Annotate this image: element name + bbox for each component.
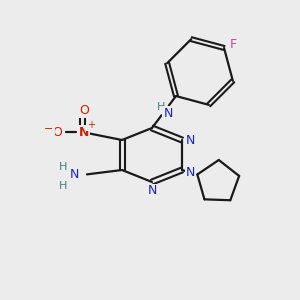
Text: N: N xyxy=(185,134,195,146)
Text: N: N xyxy=(79,125,89,139)
Text: O: O xyxy=(79,103,89,116)
Text: N: N xyxy=(147,184,157,197)
Text: H: H xyxy=(59,162,67,172)
Text: H: H xyxy=(59,181,67,191)
Text: F: F xyxy=(230,38,237,52)
Text: +: + xyxy=(87,120,95,130)
Text: H: H xyxy=(157,102,165,112)
Text: −: − xyxy=(44,124,54,134)
Text: N: N xyxy=(164,107,173,120)
Text: N: N xyxy=(186,166,195,179)
Text: O: O xyxy=(52,125,62,139)
Text: N: N xyxy=(69,169,79,182)
